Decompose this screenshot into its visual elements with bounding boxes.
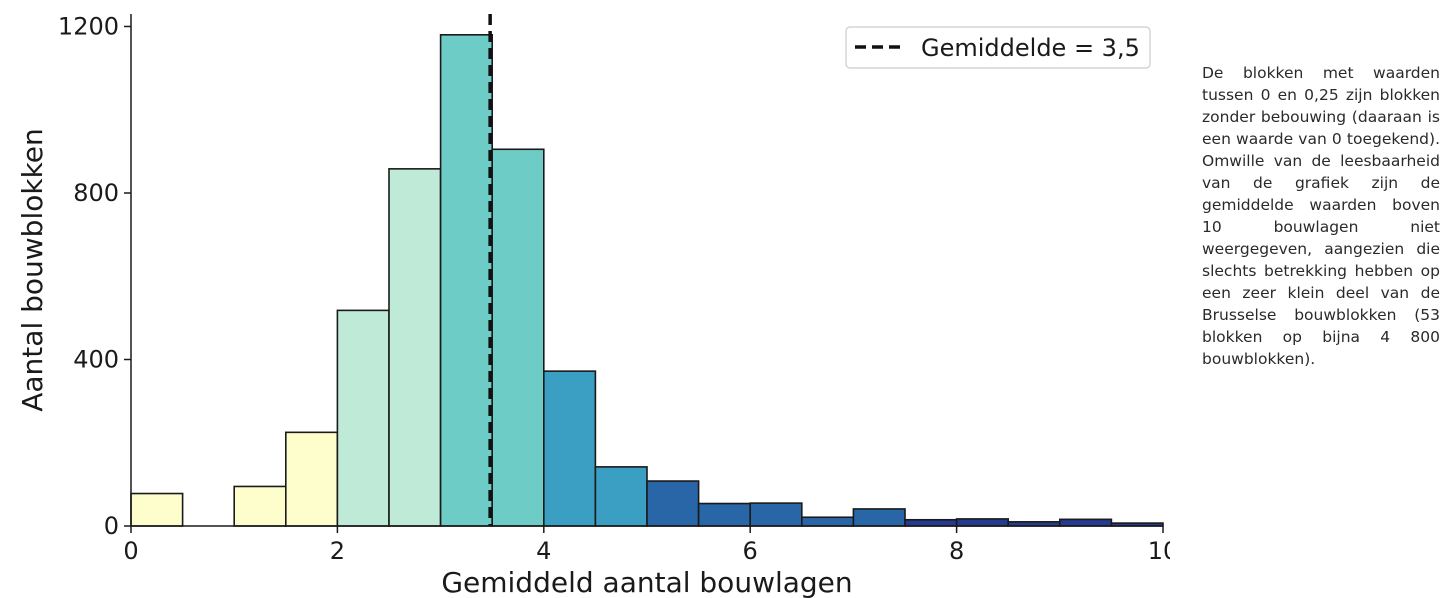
y-tick-label-0: 0 <box>104 512 119 540</box>
bars-group <box>130 34 1164 527</box>
bar-10 <box>646 480 700 527</box>
legend-label: Gemiddelde = 3,5 <box>921 34 1140 62</box>
bar-14 <box>852 508 906 527</box>
bar-12 <box>749 502 803 527</box>
x-axis-label: Gemiddeld aantal bouwlagen <box>441 566 852 598</box>
bar-13 <box>800 516 855 527</box>
bar-4 <box>336 309 390 527</box>
x-tick-label-1: 2 <box>330 537 345 565</box>
x-tick-label-4: 8 <box>949 537 964 565</box>
x-tick-label-3: 6 <box>743 537 758 565</box>
histogram-chart: 0 400 800 1200 0 2 4 6 8 10 Aantal bouwblokken G… <box>16 12 1170 598</box>
bar-18 <box>1059 518 1113 527</box>
bar-16 <box>955 518 1009 527</box>
bar-15 <box>904 518 958 527</box>
chart-footnote: De blokken met waarden tussen 0 en 0,25 … <box>1202 64 1440 368</box>
x-tick-label-5: 10 <box>1148 537 1170 565</box>
bar-0 <box>130 492 184 527</box>
legend: Gemiddelde = 3,5 <box>845 26 1151 69</box>
x-tick-label-2: 4 <box>536 537 551 565</box>
y-tick-label-2: 800 <box>73 179 119 207</box>
bar-8 <box>542 370 597 527</box>
y-axis-label: Aantal bouwblokken <box>16 128 49 412</box>
x-ticks-group: 0 2 4 6 8 10 <box>123 526 1170 565</box>
bar-5 <box>388 168 442 527</box>
y-tick-label-1: 400 <box>73 345 119 373</box>
x-tick-label-0: 0 <box>123 537 138 565</box>
bar-9 <box>594 466 648 527</box>
bar-3 <box>284 431 339 527</box>
bar-2 <box>233 485 287 527</box>
y-ticks-group: 0 400 800 1200 <box>58 12 131 540</box>
y-tick-label-3: 1200 <box>58 12 119 40</box>
legend-box <box>845 26 1151 69</box>
bar-11 <box>697 502 751 527</box>
bar-7 <box>491 148 545 527</box>
bar-6 <box>439 34 494 527</box>
